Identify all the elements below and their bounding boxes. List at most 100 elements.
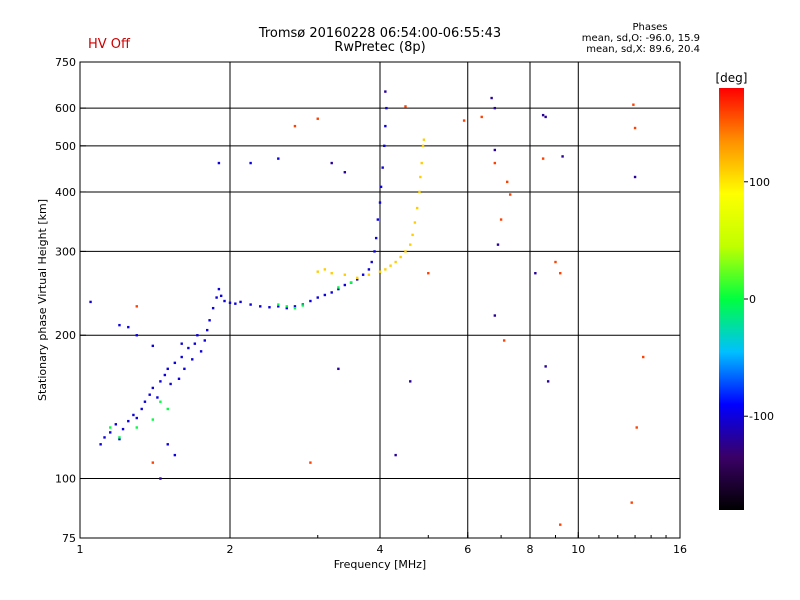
echo-point xyxy=(374,236,378,240)
echo-point xyxy=(285,305,288,308)
echo-point xyxy=(413,221,417,224)
echo-point xyxy=(109,426,112,429)
echo-point xyxy=(330,291,333,294)
x-tick-label: 6 xyxy=(464,543,471,556)
echo-point xyxy=(404,250,407,253)
echo-point xyxy=(422,138,426,141)
colorbar-gradient xyxy=(719,88,744,510)
echo-point xyxy=(404,105,407,108)
echo-point xyxy=(293,306,297,310)
echo-point xyxy=(493,106,497,110)
echo-point xyxy=(635,426,638,429)
echo-point xyxy=(180,355,183,359)
echo-point xyxy=(559,523,562,526)
echo-point xyxy=(293,124,297,128)
echo-point xyxy=(199,350,203,353)
y-tick-label: 100 xyxy=(55,473,76,486)
echo-point xyxy=(349,281,353,284)
colorbar-tick-label: -100 xyxy=(749,410,774,423)
echo-point xyxy=(316,296,319,299)
echo-point xyxy=(309,299,312,303)
y-tick-label: 200 xyxy=(55,329,76,342)
echo-point xyxy=(99,443,102,446)
echo-point xyxy=(394,453,397,457)
echo-point xyxy=(373,250,376,253)
echo-point xyxy=(499,218,503,221)
echo-point xyxy=(169,382,172,386)
echo-point xyxy=(389,264,392,267)
echo-point xyxy=(151,344,155,348)
echo-point xyxy=(268,306,271,309)
echo-point xyxy=(127,325,130,329)
echo-point xyxy=(177,377,181,380)
chart-subtitle: RwPretec (8p) xyxy=(334,40,426,55)
echo-point xyxy=(561,155,564,158)
x-tick-label: 1 xyxy=(77,543,84,556)
echo-point xyxy=(135,305,138,308)
echo-point xyxy=(239,300,242,304)
echo-point xyxy=(205,328,209,332)
x-tick-label: 16 xyxy=(673,543,687,556)
echo-point xyxy=(301,304,305,307)
echo-point xyxy=(385,106,388,110)
echo-point xyxy=(127,419,130,423)
echo-point xyxy=(203,339,206,342)
echo-point xyxy=(259,305,262,308)
echo-point xyxy=(217,287,221,291)
echo-point xyxy=(196,334,199,337)
echo-point xyxy=(420,161,423,165)
echo-point xyxy=(277,305,280,308)
echo-point xyxy=(378,201,382,204)
echo-point xyxy=(370,260,373,264)
echo-point xyxy=(508,193,512,196)
echo-point xyxy=(427,272,430,275)
echo-point xyxy=(384,124,387,128)
phase-stats-x: mean, sd,X: 89.6, 20.4 xyxy=(586,44,700,55)
echo-point xyxy=(215,296,218,299)
echo-point xyxy=(355,276,359,280)
echo-point xyxy=(633,126,637,130)
phase-colorbar: [deg] 100 0 -100 xyxy=(716,71,774,510)
echo-point xyxy=(143,400,147,403)
echo-point xyxy=(633,175,637,179)
echo-point xyxy=(121,427,125,431)
echo-point xyxy=(148,393,151,396)
echo-point xyxy=(132,413,135,417)
echo-point xyxy=(330,272,333,275)
echo-point xyxy=(337,287,340,291)
echo-point xyxy=(493,314,497,317)
echo-point xyxy=(409,243,412,246)
echo-point xyxy=(642,355,645,359)
echo-point xyxy=(376,218,380,221)
echo-points xyxy=(89,90,645,526)
colorbar-label: [deg] xyxy=(716,71,748,85)
echo-point xyxy=(378,270,382,273)
echo-point xyxy=(187,346,190,350)
echo-point xyxy=(630,501,633,504)
y-tick-label: 75 xyxy=(62,532,76,545)
echo-point xyxy=(343,171,347,174)
y-tick-label: 750 xyxy=(55,56,76,69)
echo-point xyxy=(118,436,121,439)
echo-point xyxy=(505,180,509,184)
echo-point xyxy=(217,161,221,165)
echo-point xyxy=(544,365,547,368)
echo-point xyxy=(151,386,155,390)
echo-point xyxy=(183,367,186,371)
echo-point xyxy=(544,115,547,119)
echo-point xyxy=(343,283,347,287)
echo-point xyxy=(462,119,466,122)
echo-point xyxy=(421,144,425,148)
echo-point xyxy=(135,334,138,337)
x-tick-label: 10 xyxy=(571,543,585,556)
echo-point xyxy=(193,342,197,345)
echo-point xyxy=(419,175,422,179)
echo-point xyxy=(316,270,319,273)
echo-point xyxy=(493,161,497,165)
echo-point xyxy=(415,206,419,210)
x-axis-ticks: 1 2 4 6 8 10 16 xyxy=(77,532,687,556)
y-tick-label: 600 xyxy=(55,102,76,115)
echo-point xyxy=(384,90,387,93)
echo-point xyxy=(534,272,537,275)
y-axis-ticks: 75 100 200 300 400 500 600 750 xyxy=(55,56,86,545)
